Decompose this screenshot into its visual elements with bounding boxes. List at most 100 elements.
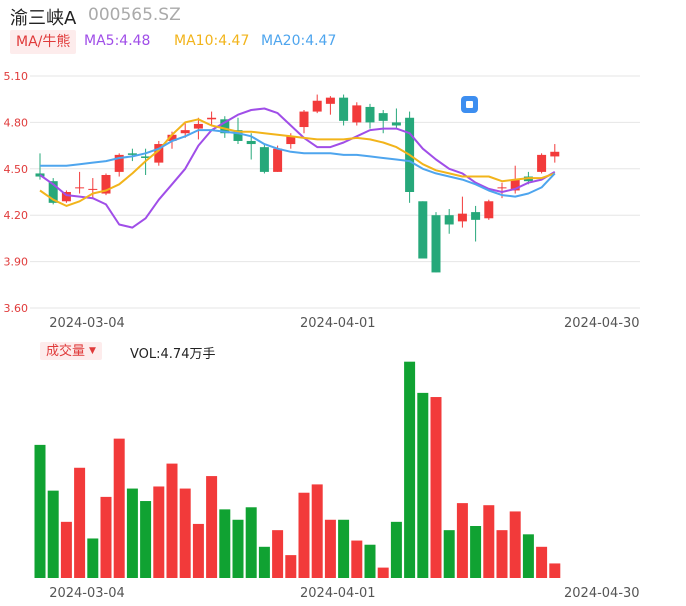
ma-line-ma10 [39,118,556,207]
volume-bar [34,444,46,578]
price-x-axis: 2024-03-04 2024-04-01 2024-04-30 [49,316,639,331]
volume-indicator-tab[interactable]: 成交量 ▼ [40,342,102,360]
candle-body [312,100,322,112]
candle-body [48,181,58,203]
candle-body [75,187,85,189]
volume-bar [443,530,455,578]
candle-body [154,144,164,163]
ma-line-ma5 [39,107,556,229]
price-tick-label: 3.60 [4,302,29,315]
volume-bar [113,438,125,578]
event-marker-glyph [466,101,473,108]
candle-body [286,136,296,145]
ma-indicator-tab[interactable]: MA/牛熊 [10,30,77,54]
volume-bar [47,490,59,578]
volume-bar [153,486,165,578]
candle-body [114,154,124,172]
volume-bar [324,519,336,578]
candle-body [259,147,269,172]
candle-body [167,134,177,141]
volume-bar [126,488,138,578]
candle-body [193,123,203,129]
candle-body [233,130,243,141]
volume-bar [258,546,270,578]
volume-bar [390,521,402,578]
candle-body [61,192,71,202]
volume-bars [34,361,561,578]
candle-body [127,153,137,155]
candle-body [418,201,428,259]
volume-x-tick-label: 2024-03-04 [49,586,125,601]
candle-body [431,215,441,273]
volume-bar [245,507,257,578]
price-tick-label: 3.90 [4,256,29,269]
volume-bar [364,544,376,578]
volume-bar [60,521,72,578]
volume-bar [87,538,99,578]
price-x-tick-label: 2024-04-30 [564,316,640,331]
event-marker[interactable] [461,96,478,113]
volume-bar [100,496,112,578]
candle-body [180,130,190,134]
volume-bar [74,467,86,578]
candle-body [220,119,230,134]
volume-bar [285,555,297,578]
candle-body [207,117,217,120]
candle-body [35,173,45,177]
candle-body [273,148,283,172]
volume-tab-label: 成交量 [46,344,86,359]
volume-bar [456,503,468,578]
volume-bar [140,501,152,578]
volume-bar [470,526,482,578]
volume-bar [496,530,508,578]
candle-body [391,122,401,126]
volume-bar [377,567,389,578]
candle-body [378,113,388,121]
candle-body [550,151,560,157]
ma-line-ma20 [40,129,556,198]
moving-average-lines [39,107,556,229]
volume-x-tick-label: 2024-04-01 [300,586,376,601]
candle-body [339,97,349,121]
volume-x-axis: 2024-03-04 2024-04-01 2024-04-30 [49,586,639,601]
volume-bar [272,530,284,578]
volume-bar [483,505,495,578]
volume-bar [219,509,231,578]
candle-body [471,212,481,220]
ma5-legend: MA5:4.48 [84,33,151,49]
candle-body [497,187,507,189]
candle-body [365,106,375,123]
volume-bar [232,519,244,578]
volume-bar [179,488,191,578]
candle-body [101,174,111,194]
candlestick-series [35,94,560,273]
volume-bar [338,519,350,578]
candle-body [510,179,520,191]
volume-bar [192,523,204,578]
candle-body [457,213,467,222]
volume-bar [166,463,178,578]
volume-bar [522,534,534,578]
candle-body [299,111,309,128]
volume-bar [206,476,218,578]
candle-body [484,201,494,219]
volume-bar [351,540,363,578]
volume-bar [311,484,323,578]
volume-bar [536,546,548,578]
volume-x-tick-label: 2024-04-30 [564,586,640,601]
volume-bar [404,361,416,578]
price-tick-label: 4.80 [4,116,29,129]
volume-bar [430,397,442,578]
ma20-legend: MA20:4.47 [261,33,337,49]
volume-bar [298,492,310,578]
price-tick-label: 4.50 [4,163,29,176]
stock-name: 渝三峡A [10,8,77,29]
stock-code: 000565.SZ [88,5,181,25]
candle-body [325,97,335,104]
price-tick-label: 4.20 [4,209,29,222]
volume-bar [509,511,521,578]
candle-body [444,215,454,225]
volume-bar [417,392,429,578]
candle-body [88,188,98,190]
